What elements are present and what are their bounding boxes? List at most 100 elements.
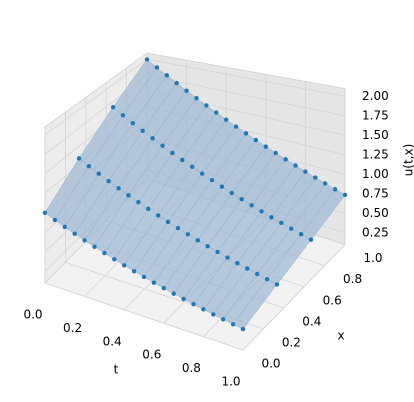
data-point	[82, 238, 87, 243]
data-point	[342, 192, 348, 198]
data-point	[289, 226, 294, 231]
x-tick-label: 1.0	[363, 251, 382, 265]
z-tick-label: 1.25	[362, 147, 389, 161]
data-point	[126, 193, 131, 198]
data-point	[254, 271, 260, 277]
z-tick-label: 1.75	[362, 108, 389, 122]
data-point	[293, 163, 298, 168]
data-point	[190, 164, 195, 170]
data-point	[229, 190, 235, 196]
data-point	[184, 88, 189, 93]
data-point	[298, 232, 304, 237]
data-point	[112, 257, 117, 262]
t-tick-label: 0.0	[23, 308, 42, 322]
data-point	[245, 266, 250, 271]
grid-line	[44, 282, 244, 351]
data-point	[201, 307, 206, 312]
data-point	[164, 73, 169, 78]
data-point	[259, 209, 264, 214]
data-point	[243, 131, 249, 136]
data-point	[195, 238, 200, 243]
data-point	[225, 255, 230, 260]
data-point	[170, 150, 175, 156]
data-point	[264, 277, 270, 282]
grid-line	[242, 244, 346, 351]
data-point	[240, 326, 246, 332]
data-point	[130, 120, 136, 126]
data-point	[120, 113, 126, 118]
data-point	[199, 171, 205, 176]
data-point	[62, 224, 67, 230]
data-point	[221, 317, 226, 322]
data-point	[151, 280, 157, 285]
data-point	[76, 156, 82, 161]
data-point	[161, 285, 166, 291]
z-tick-label: 1.00	[362, 167, 389, 181]
x-axis-label: x	[337, 329, 344, 343]
data-point	[72, 231, 77, 236]
data-point	[283, 157, 288, 162]
data-point	[150, 136, 155, 141]
data-point	[181, 296, 186, 302]
t-axis-label: t	[114, 363, 119, 377]
x-tick-label: 0.4	[302, 314, 321, 328]
z-tick-label: 0.50	[362, 206, 389, 220]
data-point	[160, 143, 165, 148]
grid-line	[44, 59, 148, 136]
x-tick-label: 0.8	[343, 272, 362, 286]
data-point	[211, 312, 216, 317]
grid-line	[146, 74, 346, 117]
data-point	[235, 260, 240, 266]
data-point	[269, 214, 274, 220]
data-point	[110, 104, 116, 110]
data-point	[140, 128, 145, 134]
data-point	[154, 65, 160, 70]
z-tick-label: 0.75	[362, 186, 389, 200]
data-point	[313, 175, 318, 180]
data-point	[141, 274, 147, 280]
data-point	[230, 322, 236, 327]
data-point	[249, 203, 254, 208]
data-point	[171, 291, 176, 296]
z-tick-label: 2.00	[362, 89, 389, 103]
data-point	[185, 232, 191, 237]
data-point	[86, 163, 92, 169]
data-point	[175, 225, 181, 231]
data-point	[253, 137, 259, 143]
data-point	[165, 219, 171, 225]
data-point	[279, 220, 284, 226]
data-point	[239, 197, 244, 202]
z-tick-label: 0.25	[362, 225, 389, 239]
data-point	[219, 184, 225, 189]
data-point	[92, 244, 97, 249]
t-tick-label: 0.8	[182, 361, 201, 375]
data-point	[233, 124, 239, 129]
x-tick-label: 0.6	[323, 293, 342, 307]
data-point	[224, 117, 229, 122]
data-point	[42, 210, 48, 215]
data-point	[323, 181, 328, 186]
data-point	[204, 103, 209, 108]
z-axis-label: u(t,x)	[402, 144, 414, 177]
data-point	[215, 249, 220, 255]
t-tick-label: 0.4	[103, 334, 122, 348]
data-point	[52, 217, 58, 223]
data-point	[303, 169, 308, 174]
t-tick-label: 0.6	[142, 348, 161, 362]
grid-line	[146, 59, 346, 97]
data-point	[155, 213, 161, 218]
data-point	[96, 171, 101, 176]
data-point	[106, 178, 111, 184]
data-point	[263, 144, 268, 149]
data-point	[191, 302, 196, 307]
data-point	[209, 177, 215, 183]
data-point	[308, 237, 314, 242]
data-point	[180, 157, 185, 163]
x-tick-label: 0.2	[282, 335, 301, 349]
x-tick-label: 0.0	[261, 357, 280, 371]
t-tick-label: 1.0	[221, 375, 240, 389]
data-point	[122, 263, 127, 268]
data-point	[332, 187, 338, 192]
data-point	[146, 206, 151, 212]
t-tick-label: 0.2	[63, 321, 82, 335]
